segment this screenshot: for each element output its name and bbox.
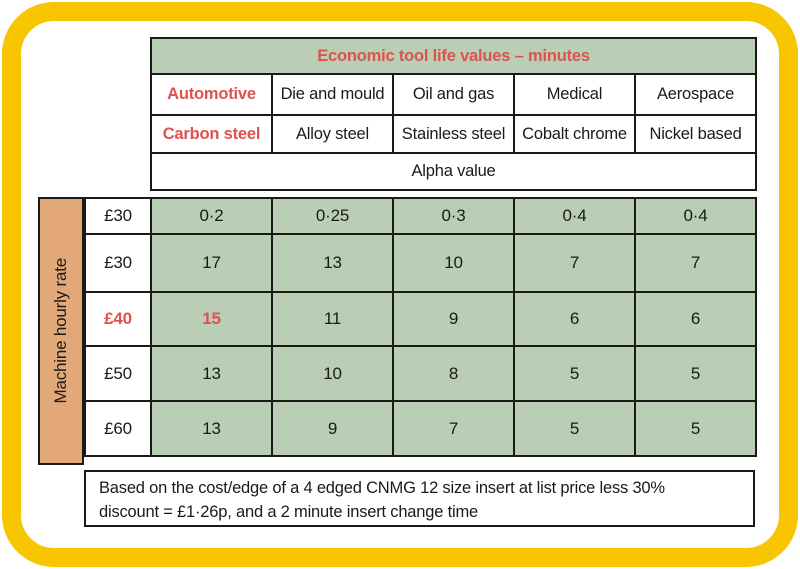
value-cell: 15 <box>150 291 273 347</box>
table-row: £30 0·2 0·25 0·3 0·4 0·4 <box>84 197 757 235</box>
footnote-line-1: Based on the cost/edge of a 4 edged CNMG… <box>99 479 665 497</box>
header-carbon-steel: Carbon steel <box>150 114 273 154</box>
header-cobalt-chrome: Cobalt chrome <box>513 114 636 154</box>
rate-cell: £30 <box>84 197 152 235</box>
value-cell: 11 <box>271 291 394 347</box>
rate-cell: £50 <box>84 345 152 402</box>
value-cell: 13 <box>150 400 273 457</box>
value-cell: 0·4 <box>634 197 757 235</box>
value-cell: 0·4 <box>513 197 636 235</box>
table-title: Economic tool life values – minutes <box>149 37 758 75</box>
value-cell: 10 <box>271 345 394 402</box>
value-cell: 9 <box>271 400 394 457</box>
alpha-band-row: Alpha value <box>149 152 758 191</box>
value-cell: 13 <box>271 233 394 293</box>
material-header-row: Carbon steel Alloy steel Stainless steel… <box>150 114 758 154</box>
header-stainless-steel: Stainless steel <box>392 114 515 154</box>
value-cell: 0·3 <box>392 197 515 235</box>
value-cell: 0·25 <box>271 197 394 235</box>
row-axis-label: Machine hourly rate <box>51 258 70 404</box>
value-cell: 8 <box>392 345 515 402</box>
footnote-line-2: discount = £1·26p, and a 2 minute insert… <box>99 503 478 521</box>
header-aerospace: Aerospace <box>633 73 758 116</box>
value-cell: 5 <box>513 400 636 457</box>
table-row: £50 13 10 8 5 5 <box>84 345 757 402</box>
footnote-box: Based on the cost/edge of a 4 edged CNMG… <box>84 470 755 527</box>
value-cell: 13 <box>150 345 273 402</box>
header-medical: Medical <box>513 73 636 116</box>
value-cell: 5 <box>513 345 636 402</box>
header-automotive: Automotive <box>150 73 273 116</box>
value-cell: 6 <box>634 291 757 347</box>
data-table: £30 0·2 0·25 0·3 0·4 0·4 £30 17 13 10 7 … <box>84 197 757 457</box>
alpha-value-label: Alpha value <box>149 152 758 191</box>
value-cell: 5 <box>634 400 757 457</box>
header-alloy-steel: Alloy steel <box>271 114 394 154</box>
value-cell: 9 <box>392 291 515 347</box>
value-cell: 7 <box>513 233 636 293</box>
header-nickel-based: Nickel based <box>633 114 758 154</box>
rate-cell: £40 <box>84 291 152 347</box>
header-die-and-mould: Die and mould <box>271 73 394 116</box>
value-cell: 0·2 <box>150 197 273 235</box>
rate-cell: £30 <box>84 233 152 293</box>
value-cell: 17 <box>150 233 273 293</box>
table-row: £30 17 13 10 7 7 <box>84 233 757 293</box>
value-cell: 7 <box>634 233 757 293</box>
title-row: Economic tool life values – minutes <box>149 37 758 75</box>
value-cell: 7 <box>392 400 515 457</box>
header-table: Economic tool life values – minutes Auto… <box>149 37 758 191</box>
header-oil-and-gas: Oil and gas <box>392 73 515 116</box>
value-cell: 5 <box>634 345 757 402</box>
table-row: £60 13 9 7 5 5 <box>84 400 757 457</box>
value-cell: 6 <box>513 291 636 347</box>
table-row: £40 15 11 9 6 6 <box>84 291 757 347</box>
row-axis-band: Machine hourly rate <box>38 197 84 465</box>
industry-header-row: Automotive Die and mould Oil and gas Med… <box>150 73 758 116</box>
rate-cell: £60 <box>84 400 152 457</box>
value-cell: 10 <box>392 233 515 293</box>
